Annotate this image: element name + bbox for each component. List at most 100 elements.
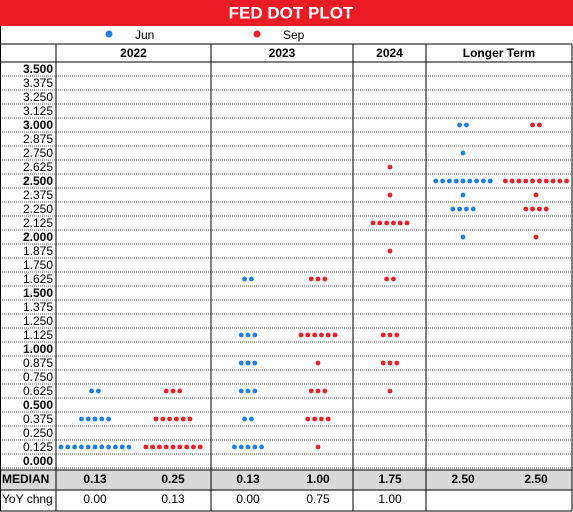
dot <box>298 332 304 338</box>
dot <box>322 276 328 282</box>
dot <box>394 360 400 366</box>
dot <box>191 444 196 450</box>
dot <box>387 360 393 366</box>
dot <box>92 444 98 450</box>
dot <box>464 122 469 128</box>
column-header: 2024 <box>376 46 403 60</box>
dot <box>457 206 462 212</box>
dot <box>238 388 244 394</box>
dot <box>308 276 314 282</box>
dot <box>106 444 111 450</box>
dot <box>180 416 186 422</box>
dot <box>530 178 535 184</box>
y-tick-label: 0.250 <box>23 426 53 440</box>
dot <box>384 276 389 282</box>
dot <box>543 206 549 212</box>
dot <box>96 388 101 394</box>
dot <box>92 416 98 422</box>
dot <box>252 332 258 338</box>
median-row-bg <box>0 470 572 490</box>
y-tick-label: 1.250 <box>23 314 53 328</box>
dot <box>252 444 258 450</box>
y-tick-label: 0.125 <box>23 440 53 454</box>
dot <box>516 178 522 184</box>
summary-value: 0.25 <box>161 472 185 486</box>
dot <box>503 178 508 184</box>
dot <box>325 416 331 422</box>
summary-value: 0.13 <box>236 472 260 486</box>
dot <box>249 416 254 422</box>
y-tick-label: 3.500 <box>23 62 53 76</box>
summary-value: 2.50 <box>524 472 548 486</box>
dot <box>305 416 311 422</box>
dot <box>238 332 244 338</box>
summary-value: 1.75 <box>378 472 402 486</box>
y-tick-label: 1.125 <box>23 328 53 342</box>
dot <box>89 388 94 394</box>
dot <box>433 178 439 184</box>
y-tick-label: 0.375 <box>23 412 53 426</box>
dot <box>453 178 459 184</box>
dot <box>370 220 376 226</box>
dot <box>99 416 105 422</box>
dot <box>85 444 91 450</box>
y-tick-label: 3.125 <box>23 104 53 118</box>
dot <box>177 388 183 394</box>
dot <box>564 178 569 184</box>
y-tick-label: 1.875 <box>23 244 53 258</box>
dot <box>467 178 473 184</box>
y-tick-label: 3.250 <box>23 90 53 104</box>
dot <box>312 416 317 422</box>
dot <box>460 150 466 156</box>
y-tick-label: 2.250 <box>23 202 53 216</box>
y-tick-label: 0.875 <box>23 356 53 370</box>
dot <box>163 388 169 394</box>
y-tick-label: 0.000 <box>23 454 53 468</box>
column-header: Longer Term <box>463 46 535 60</box>
dot <box>523 178 529 184</box>
dot <box>530 122 535 128</box>
dot <box>457 122 462 128</box>
dot <box>332 332 338 338</box>
dot <box>72 444 77 450</box>
dot <box>106 416 111 422</box>
dot <box>404 220 410 226</box>
summary-value: 0.00 <box>236 492 260 506</box>
y-tick-label: 1.000 <box>23 342 53 356</box>
dot <box>315 444 321 450</box>
dot <box>184 444 190 450</box>
dot <box>387 164 393 170</box>
dot <box>523 206 529 212</box>
dot <box>232 444 237 450</box>
dot <box>325 332 331 338</box>
dot <box>245 360 251 366</box>
dot <box>259 444 264 450</box>
dot <box>470 206 476 212</box>
row-label: YoY chng <box>2 492 53 506</box>
dot <box>391 220 396 226</box>
dot <box>450 206 456 212</box>
y-tick-label: 2.875 <box>23 132 53 146</box>
chart-title: FED DOT PLOT <box>229 3 354 22</box>
dot <box>187 416 193 422</box>
dot <box>460 178 466 184</box>
dot <box>85 416 91 422</box>
dot <box>245 388 251 394</box>
summary-value: 2.50 <box>451 472 475 486</box>
dot <box>245 444 251 450</box>
dot <box>157 444 162 450</box>
legend-label: Jun <box>135 28 154 42</box>
dot <box>322 388 328 394</box>
dot <box>460 234 466 240</box>
y-tick-label: 2.000 <box>23 230 53 244</box>
dot <box>167 416 173 422</box>
dot <box>447 178 452 184</box>
y-tick-label: 0.625 <box>23 384 53 398</box>
dot <box>197 444 203 450</box>
dot <box>380 360 386 366</box>
column-header: 2023 <box>269 46 296 60</box>
dot <box>537 206 542 212</box>
dot <box>126 444 132 450</box>
dot <box>150 444 156 450</box>
